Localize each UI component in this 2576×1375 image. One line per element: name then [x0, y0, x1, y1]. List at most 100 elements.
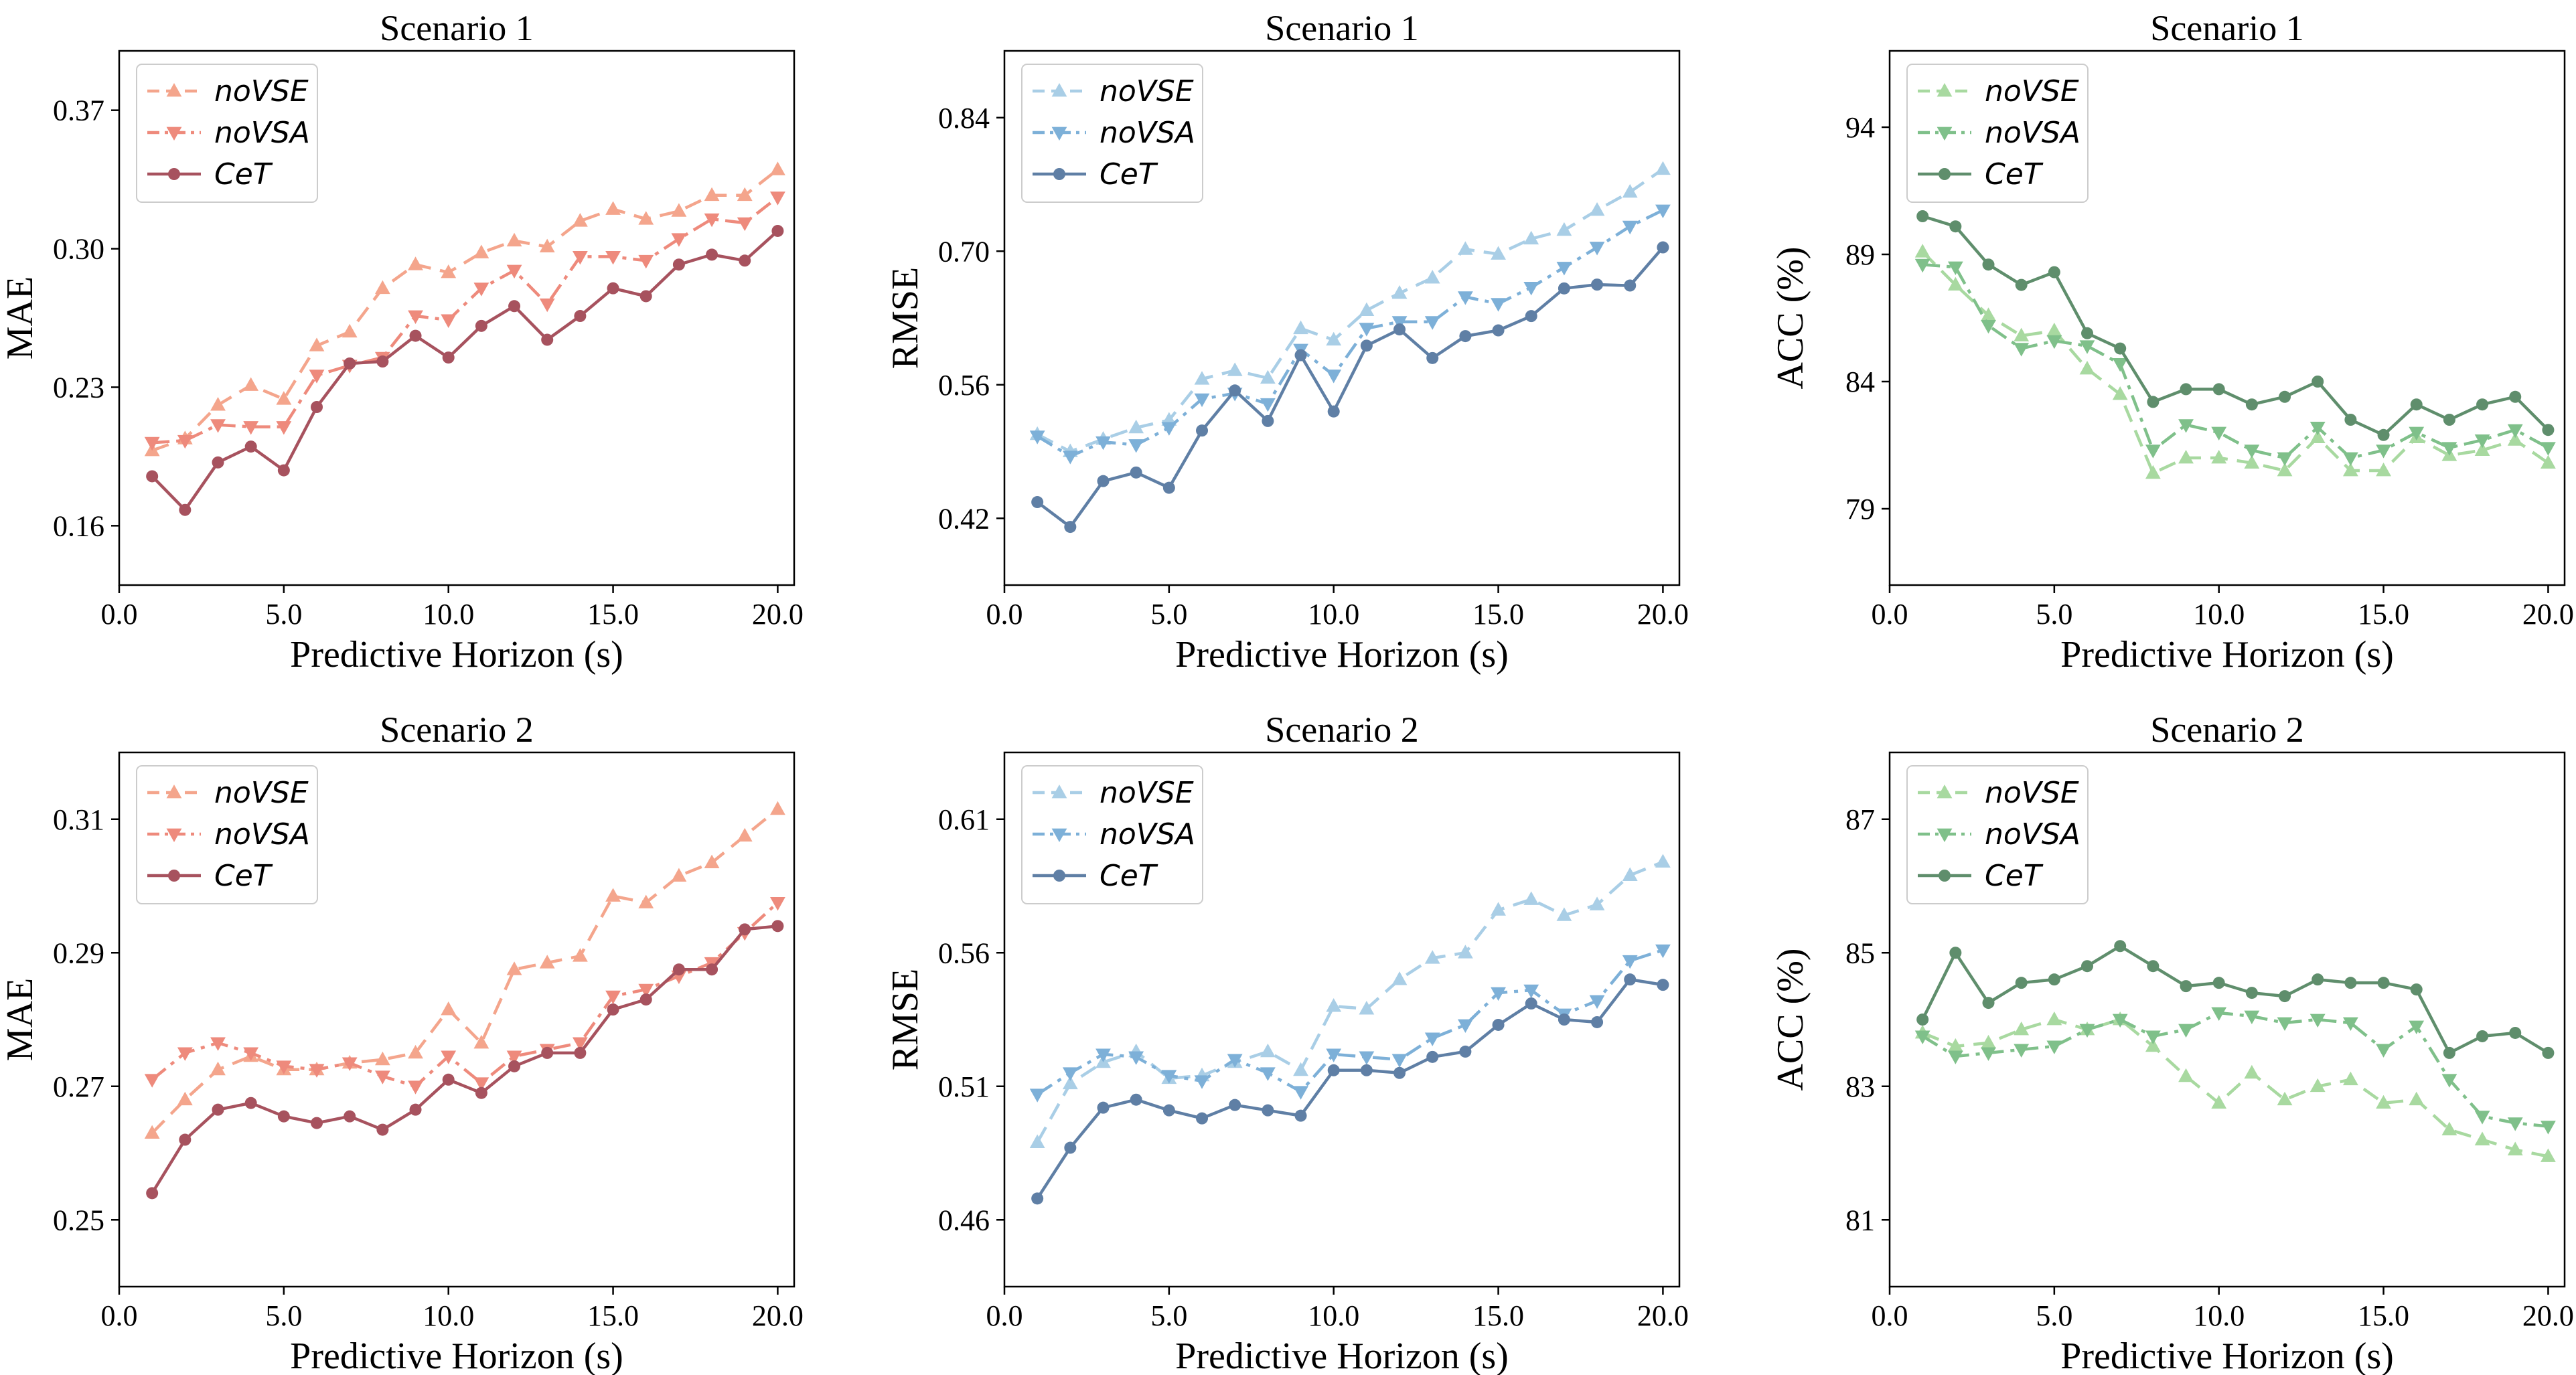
x-tick-label: 15.0 — [1472, 598, 1524, 631]
legend-label: noVSA — [1100, 817, 1195, 852]
data-point — [1064, 1141, 1077, 1154]
x-tick-label: 20.0 — [2522, 1299, 2574, 1332]
data-point — [539, 955, 555, 969]
data-point — [1916, 1014, 1929, 1026]
data-point — [574, 310, 587, 323]
series-noVSE — [1914, 1012, 2556, 1162]
data-point — [2441, 442, 2457, 456]
data-point — [1491, 987, 1506, 1001]
data-point — [376, 355, 389, 368]
data-point — [1947, 1050, 1963, 1064]
data-point — [276, 1060, 292, 1074]
data-point — [2145, 465, 2161, 479]
data-point — [1128, 439, 1144, 453]
y-tick-label: 94 — [1845, 111, 1875, 144]
data-point — [607, 282, 619, 295]
data-point — [144, 436, 160, 451]
legend-marker — [168, 870, 180, 882]
legend: noVSE noVSA CeT — [1906, 64, 2089, 203]
data-point — [2279, 390, 2291, 403]
data-point — [2443, 414, 2455, 426]
data-point — [179, 1133, 192, 1146]
data-point — [1655, 161, 1671, 175]
data-point — [1914, 258, 1930, 273]
data-point — [144, 1074, 160, 1088]
x-axis-label: Predictive Horizon (s) — [1175, 634, 1509, 675]
x-tick-label: 0.0 — [1872, 1299, 1908, 1332]
data-point — [1097, 475, 1110, 487]
data-point — [2145, 1038, 2161, 1052]
data-point — [2344, 414, 2357, 426]
data-point — [1130, 466, 1142, 479]
data-point — [473, 244, 489, 258]
data-point — [2245, 987, 2258, 999]
legend-label: noVSE — [1985, 776, 2079, 810]
y-axis-label: RMSE — [885, 969, 926, 1071]
data-point — [475, 319, 487, 332]
data-point — [2542, 424, 2555, 436]
data-point — [672, 963, 685, 976]
y-axis-label: MAE — [0, 978, 41, 1061]
y-tick-label: 89 — [1845, 238, 1875, 271]
series-noVSA — [1914, 258, 2556, 466]
data-point — [672, 258, 685, 271]
legend-marker — [1939, 870, 1951, 882]
data-point — [1294, 349, 1307, 361]
plot-frame — [118, 50, 795, 586]
data-point — [210, 1037, 226, 1051]
legend-label: noVSA — [1985, 116, 2080, 150]
data-point — [376, 1123, 389, 1136]
legend-marker — [1937, 83, 1953, 97]
x-axis-label: Predictive Horizon (s) — [2060, 634, 2394, 675]
series-line — [1922, 214, 2549, 437]
data-point — [737, 827, 753, 842]
data-point — [1029, 1134, 1045, 1148]
x-axis-label: Predictive Horizon (s) — [2060, 1336, 2394, 1375]
data-point — [2046, 1040, 2062, 1054]
data-point — [2211, 426, 2227, 440]
data-point — [1591, 1016, 1604, 1028]
data-point — [1062, 451, 1078, 465]
series-line — [1922, 1011, 2549, 1128]
data-point — [2112, 386, 2128, 400]
data-point — [1589, 995, 1605, 1009]
data-point — [2377, 977, 2390, 989]
y-tick-label: 79 — [1845, 493, 1875, 525]
data-point — [704, 187, 720, 201]
data-point — [605, 990, 621, 1005]
data-point — [1062, 1067, 1078, 1081]
data-point — [1062, 1075, 1078, 1090]
data-point — [671, 868, 687, 882]
data-point — [1128, 1051, 1144, 1065]
x-axis-label: Predictive Horizon (s) — [290, 634, 623, 675]
series-line — [1921, 945, 2549, 1055]
legend: noVSE noVSA CeT — [136, 64, 318, 203]
data-point — [1064, 521, 1077, 534]
data-point — [2180, 980, 2192, 993]
x-tick-label: 5.0 — [265, 1299, 302, 1332]
data-point — [2015, 278, 2028, 291]
legend: noVSE noVSA CeT — [1021, 64, 1203, 203]
data-point — [2309, 429, 2326, 443]
data-point — [1391, 285, 1408, 299]
chart-title: Scenario 1 — [380, 8, 533, 48]
data-point — [1031, 496, 1044, 509]
legend-label: noVSA — [1100, 116, 1195, 150]
data-point — [408, 310, 423, 325]
y-tick-label: 0.30 — [53, 233, 104, 266]
data-point — [210, 419, 226, 433]
chart-panel-4: Scenario 2 0.0 5.0 10.0 15.0 20.0 0.25 0.27 0.29… — [0, 710, 804, 1375]
data-point — [2441, 1121, 2457, 1135]
data-point — [243, 377, 259, 391]
series-line — [1921, 250, 2549, 475]
data-point — [770, 897, 785, 911]
data-point — [2507, 432, 2523, 446]
data-point — [2410, 398, 2423, 411]
data-point — [2046, 1012, 2062, 1026]
data-point — [309, 370, 325, 384]
legend-label: noVSA — [214, 817, 310, 852]
series-noVSA — [1029, 944, 1671, 1103]
series-CeT — [1916, 940, 2555, 1059]
y-tick-label: 0.51 — [938, 1070, 990, 1103]
